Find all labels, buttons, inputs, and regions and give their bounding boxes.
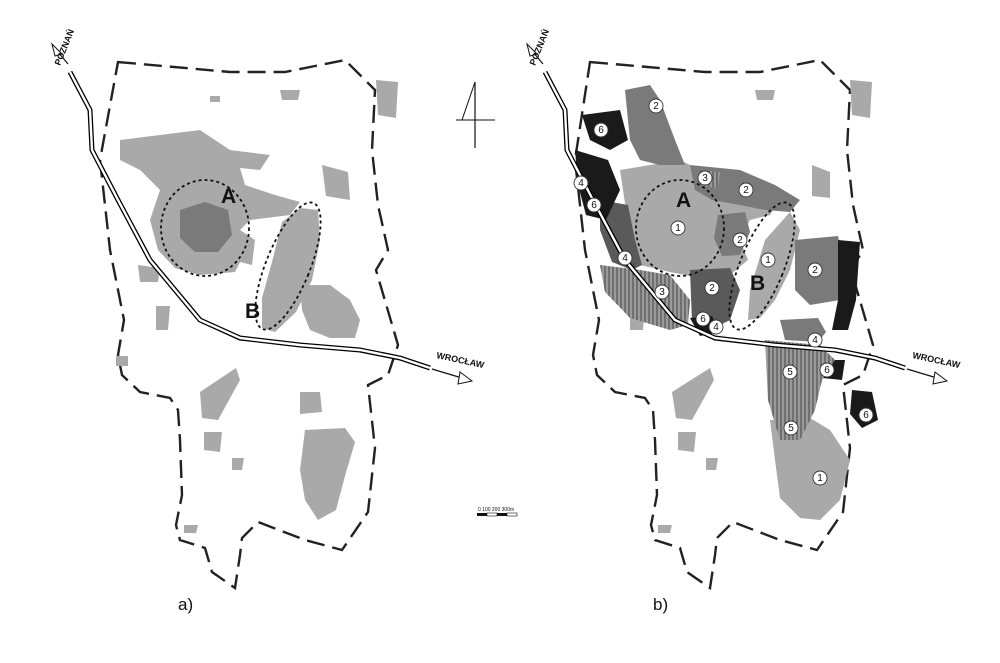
zone-b-outline [254,201,322,331]
road-arrow-east [906,368,949,385]
zone-b-outline [728,201,796,331]
north-arrow-icon [456,81,495,148]
area-number-circle [697,170,713,186]
area-number-circle [670,220,686,236]
area-number-circle [783,420,799,436]
zone-a-outline [160,179,250,277]
area-number-label: 3 [702,173,708,184]
road-arrow-east [431,368,474,385]
area-number-circle [704,280,720,296]
area-number-circle [858,407,874,423]
area-number-label: 2 [737,235,743,246]
area-number-label: 2 [812,265,818,276]
main-road [67,70,431,371]
scale-bar-text: 0 100 200 300m [478,507,514,513]
area-number-circle [782,364,798,380]
panel-a: POZNAŃ WROCŁAW A B a) [51,28,486,614]
land-use-areas [575,80,878,533]
area-number-circle [573,175,589,191]
zone-a-label: A [676,189,691,212]
road-label-east: WROCŁAW [436,350,486,370]
area-number-circle [617,250,633,266]
area-number-circle [593,122,609,138]
road-arrow-north [51,42,69,65]
city-boundary [573,58,875,591]
area-number-circle [738,182,754,198]
area-number-label: 2 [653,101,659,112]
area-number-label: 4 [622,253,628,264]
road-arrow-north [526,42,544,65]
area-number-label: 1 [817,473,823,484]
area-number-circle [732,232,748,248]
area-number-label: 1 [675,223,681,234]
road-label-north: POZNAŃ [53,28,77,67]
area-number-circle [648,98,664,114]
zone-b-label: B [750,272,765,295]
area-number-circle [654,284,670,300]
panel-b-label: b) [653,595,668,614]
land-use-areas [116,80,398,533]
area-number-label: 4 [578,178,584,189]
zone-b-label: B [245,300,260,323]
panel-a-label: a) [178,595,193,614]
scale-bar-icon: 0 100 200 300m [477,507,518,517]
main-road [542,70,906,371]
road-label-north: POZNAŃ [528,28,552,67]
area-number-circle [807,262,823,278]
area-number-circle [807,332,823,348]
area-number-circle [819,362,835,378]
road-label-east: WROCŁAW [912,350,962,370]
area-number-label: 6 [863,410,869,421]
area-number-label: 6 [824,365,830,376]
zone-a-label: A [221,185,236,208]
area-number-label: 5 [787,367,793,378]
area-number-label: 4 [713,322,719,333]
area-number-label: 6 [700,314,706,325]
city-boundary [98,58,400,591]
area-number-label: 2 [709,283,715,294]
area-number-label: 5 [788,423,794,434]
area-number-label: 6 [591,200,597,211]
area-number-circle [708,319,724,335]
area-number-label: 4 [812,335,818,346]
area-number-label: 2 [743,185,749,196]
area-number-label: 6 [598,125,604,136]
area-number-circle [760,252,776,268]
area-number-circle [812,470,828,486]
area-number-label: 3 [659,287,665,298]
area-number-circle [695,311,711,327]
area-number-circle [586,197,602,213]
zone-a-outline [635,179,725,277]
area-number-label: 1 [765,255,771,266]
